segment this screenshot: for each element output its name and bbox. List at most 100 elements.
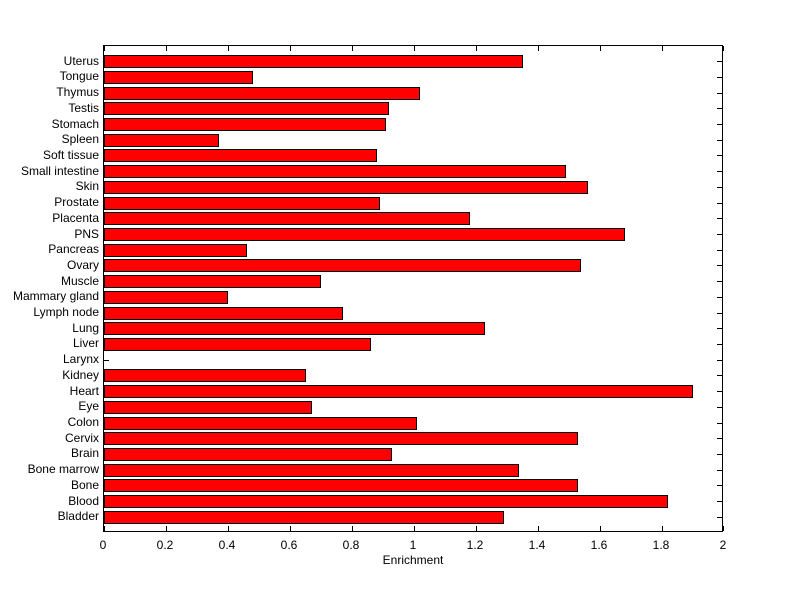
y-axis-tick-right <box>717 155 722 157</box>
x-tick-label-1.2: 1.2 <box>466 538 484 552</box>
y-axis-tick-right <box>717 186 722 188</box>
x-axis-tick-bottom <box>352 526 353 531</box>
x-axis-tick-bottom <box>290 526 291 531</box>
y-axis-tick-right <box>717 422 722 424</box>
bar-ovary <box>104 259 582 273</box>
y-category-label-lung: Lung <box>72 320 99 335</box>
y-axis-tick-right <box>717 218 722 220</box>
y-category-label-blood: Blood <box>68 493 99 508</box>
y-axis-tick-left <box>104 359 109 361</box>
bar-heart <box>104 385 693 399</box>
y-category-label-brain: Brain <box>70 446 99 461</box>
bar-spleen <box>104 133 219 147</box>
y-axis-tick-right <box>717 406 722 408</box>
bar-tongue <box>104 70 253 84</box>
y-category-label-bladder: Bladder <box>57 509 99 524</box>
bar-cervix <box>104 432 579 446</box>
bar-thymus <box>104 86 421 100</box>
x-axis-tick-bottom <box>476 526 477 531</box>
y-axis-tick-right <box>717 453 722 455</box>
y-category-label-pns: PNS <box>74 226 99 241</box>
y-axis-tick-right <box>717 375 722 377</box>
bar-testis <box>104 102 390 116</box>
x-axis-label: Enrichment <box>382 553 444 567</box>
y-category-label-skin: Skin <box>75 179 99 194</box>
x-tick-label-0.8: 0.8 <box>342 538 360 552</box>
x-axis-tick-bottom <box>228 526 229 531</box>
bar-soft-tissue <box>104 149 377 163</box>
x-axis-tick-top <box>414 46 415 51</box>
y-category-label-larynx: Larynx <box>62 352 99 367</box>
x-axis-tick-bottom <box>538 526 539 531</box>
y-axis-tick-right <box>717 312 722 314</box>
y-category-label-liver: Liver <box>72 336 99 351</box>
bar-prostate <box>104 196 380 210</box>
bar-pns <box>104 228 625 242</box>
y-axis-tick-right <box>717 265 722 267</box>
y-axis-tick-right <box>717 202 722 204</box>
y-axis-tick-right <box>717 296 722 298</box>
bar-eye <box>104 400 312 414</box>
y-category-label-bone-marrow: Bone marrow <box>27 462 99 477</box>
x-tick-label-0: 0 <box>99 538 107 552</box>
y-axis-tick-right <box>717 61 722 63</box>
y-axis-tick-right <box>717 234 722 236</box>
y-axis-tick-right <box>717 485 722 487</box>
y-axis-tick-right <box>717 249 722 251</box>
x-tick-label-1: 1 <box>409 538 417 552</box>
x-axis-tick-bottom <box>104 526 105 531</box>
bar-blood <box>104 495 669 509</box>
y-category-label-small-intestine: Small intestine <box>20 163 99 178</box>
y-axis-tick-right <box>717 281 722 283</box>
x-tick-label-1.6: 1.6 <box>590 538 608 552</box>
x-tick-label-0.4: 0.4 <box>218 538 236 552</box>
y-category-label-kidney: Kidney <box>62 367 99 382</box>
y-category-label-thymus: Thymus <box>56 85 99 100</box>
bar-placenta <box>104 212 470 226</box>
y-category-label-testis: Testis <box>68 100 99 115</box>
y-axis-tick-right <box>717 76 722 78</box>
x-tick-label-0.6: 0.6 <box>280 538 298 552</box>
x-axis-tick-top <box>476 46 477 51</box>
bar-uterus <box>104 55 523 69</box>
y-axis-tick-right <box>717 139 722 141</box>
y-category-label-pancreas: Pancreas <box>48 242 99 257</box>
y-axis-tick-right <box>717 124 722 126</box>
y-axis-tick-right <box>717 469 722 471</box>
bar-skin <box>104 180 588 194</box>
x-axis-tick-top <box>723 46 724 51</box>
y-category-label-prostate: Prostate <box>54 195 99 210</box>
bar-stomach <box>104 118 387 132</box>
bar-liver <box>104 337 371 351</box>
y-category-label-placenta: Placenta <box>52 210 99 225</box>
y-category-label-ovary: Ovary <box>66 257 99 272</box>
bar-lung <box>104 322 486 336</box>
y-category-label-uterus: Uterus <box>63 53 99 68</box>
y-category-label-stomach: Stomach <box>51 116 99 131</box>
y-category-label-spleen: Spleen <box>61 132 99 147</box>
y-axis-tick-right <box>717 359 722 361</box>
bar-mammary-gland <box>104 290 228 304</box>
y-category-label-mammary-gland: Mammary gland <box>12 289 99 304</box>
y-category-label-soft-tissue: Soft tissue <box>42 147 99 162</box>
bar-bone <box>104 479 579 493</box>
x-axis-tick-top <box>600 46 601 51</box>
y-category-label-tongue: Tongue <box>59 69 99 84</box>
x-axis-tick-bottom <box>662 526 663 531</box>
y-axis-tick-right <box>717 171 722 173</box>
y-axis-tick-right <box>717 108 722 110</box>
y-category-label-eye: Eye <box>78 399 99 414</box>
y-axis-tick-right <box>717 501 722 503</box>
bar-brain <box>104 447 393 461</box>
plot-area <box>103 45 724 532</box>
x-tick-label-2: 2 <box>719 538 727 552</box>
y-axis-tick-right <box>717 328 722 330</box>
x-axis-tick-top <box>290 46 291 51</box>
x-axis-tick-bottom <box>166 526 167 531</box>
y-axis-tick-right <box>717 391 722 393</box>
bar-colon <box>104 416 418 430</box>
x-axis-tick-bottom <box>723 526 724 531</box>
bar-small-intestine <box>104 165 566 179</box>
x-axis-tick-top <box>352 46 353 51</box>
